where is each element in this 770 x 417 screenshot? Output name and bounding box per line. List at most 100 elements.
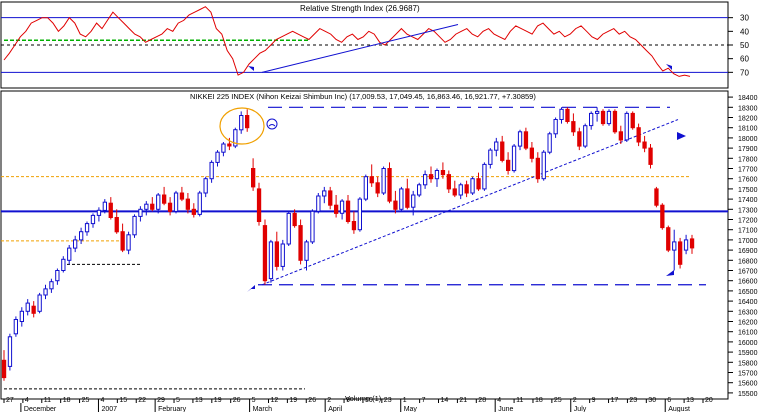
candle-down bbox=[500, 141, 505, 161]
x-month-label: 2007 bbox=[102, 406, 118, 412]
candle-down bbox=[630, 112, 635, 129]
candle-down bbox=[636, 127, 641, 143]
x-day-label: 19 bbox=[289, 397, 297, 404]
candle-down bbox=[191, 208, 196, 215]
x-day-label: 14 bbox=[441, 397, 449, 404]
price-tick-label: 16100 bbox=[738, 330, 758, 337]
price-arrow-bottom-left bbox=[247, 285, 255, 292]
candle-down bbox=[689, 238, 695, 249]
candle-down bbox=[114, 217, 119, 233]
candle-up bbox=[547, 133, 552, 153]
x-day-label: 25 bbox=[554, 397, 562, 404]
rsi-trendline bbox=[261, 24, 459, 73]
price-tick-label: 16200 bbox=[738, 320, 758, 327]
candle-down bbox=[262, 225, 268, 282]
candle-up bbox=[37, 294, 42, 312]
x-day-label: 11 bbox=[44, 397, 51, 404]
candle-up bbox=[434, 170, 440, 180]
rsi-tick-label: 50 bbox=[740, 41, 749, 50]
price-tick-label: 15500 bbox=[738, 391, 758, 398]
price-tick-label: 18200 bbox=[738, 116, 758, 123]
candle-up bbox=[624, 112, 629, 141]
candle-down bbox=[298, 225, 303, 261]
price-tick-label: 15700 bbox=[738, 371, 758, 378]
candle-up bbox=[559, 108, 564, 121]
x-day-label: 19 bbox=[214, 397, 222, 404]
candle-up bbox=[411, 194, 416, 208]
candle-down bbox=[678, 241, 683, 265]
frown-mouth-icon bbox=[268, 124, 276, 127]
candle-up bbox=[494, 141, 499, 151]
candle-up bbox=[43, 288, 48, 296]
price-tick-label: 17500 bbox=[738, 187, 758, 194]
candle-down bbox=[535, 157, 541, 180]
x-day-label: 1 bbox=[403, 397, 407, 404]
price-tick-label: 17000 bbox=[738, 238, 758, 245]
rsi-series bbox=[3, 6, 691, 77]
candle-down bbox=[446, 174, 452, 190]
candle-up bbox=[73, 239, 78, 249]
x-day-label: 5 bbox=[176, 397, 180, 404]
x-month-label: August bbox=[668, 406, 690, 412]
rsi-tick-label: 70 bbox=[740, 68, 749, 77]
x-day-label: 13 bbox=[686, 397, 694, 404]
candle-down bbox=[618, 131, 624, 141]
candle-up bbox=[173, 192, 179, 212]
candle-up bbox=[595, 110, 600, 114]
rsi-title: Relative Strength Index (26.9687) bbox=[300, 4, 420, 13]
candle-down bbox=[612, 110, 618, 133]
price-tick-label: 16800 bbox=[738, 258, 758, 265]
candle-down bbox=[405, 188, 410, 208]
candle-up bbox=[215, 151, 220, 163]
candle-up bbox=[339, 200, 345, 214]
price-reference-lines bbox=[1, 106, 728, 390]
candle-down bbox=[476, 178, 481, 190]
candle-down bbox=[251, 168, 256, 188]
price-arrow-right bbox=[677, 132, 686, 140]
candle-down bbox=[274, 241, 280, 267]
candle-down bbox=[565, 108, 570, 123]
candle-up bbox=[541, 151, 546, 180]
candle-up bbox=[399, 188, 404, 210]
candle-down bbox=[648, 147, 653, 165]
candle-up bbox=[310, 210, 315, 243]
candle-down bbox=[245, 115, 250, 129]
candle-up bbox=[138, 208, 143, 217]
price-tick-label: 15600 bbox=[738, 381, 758, 388]
candle-up bbox=[511, 145, 517, 172]
candle-up bbox=[13, 319, 18, 335]
candle-up bbox=[197, 192, 202, 215]
candle-up bbox=[90, 214, 96, 225]
x-day-label: 4 bbox=[25, 397, 29, 404]
rsi-tick-label: 30 bbox=[740, 14, 749, 23]
x-month-label: March bbox=[253, 406, 273, 412]
price-tick-label: 18000 bbox=[738, 136, 758, 143]
candle-down bbox=[387, 168, 392, 202]
price-tick-label: 15800 bbox=[738, 360, 758, 367]
x-day-label: 9 bbox=[346, 397, 350, 404]
x-day-label: 18 bbox=[63, 397, 71, 404]
candle-down bbox=[375, 182, 380, 194]
x-month-label: July bbox=[574, 406, 587, 412]
peak-highlight-circle bbox=[219, 107, 265, 145]
x-day-label: 9 bbox=[592, 397, 596, 404]
x-day-label: 17 bbox=[611, 397, 619, 404]
price-tick-label: 17200 bbox=[738, 218, 758, 225]
candle-up bbox=[381, 168, 386, 194]
rsi-reference-lines bbox=[1, 17, 728, 73]
candle-up bbox=[79, 231, 84, 241]
candle-up bbox=[203, 178, 208, 194]
candle-up bbox=[102, 201, 107, 211]
candle-down bbox=[108, 202, 113, 218]
candle-up bbox=[84, 223, 90, 233]
x-day-label: 5 bbox=[252, 397, 256, 404]
candle-up bbox=[458, 184, 463, 196]
candle-up bbox=[7, 336, 13, 367]
candle-down bbox=[345, 200, 351, 223]
price-tick-label: 17400 bbox=[738, 197, 758, 204]
x-day-label: 22 bbox=[138, 397, 146, 404]
candle-up bbox=[132, 215, 137, 236]
volume-label: Volume (1) bbox=[345, 394, 382, 403]
